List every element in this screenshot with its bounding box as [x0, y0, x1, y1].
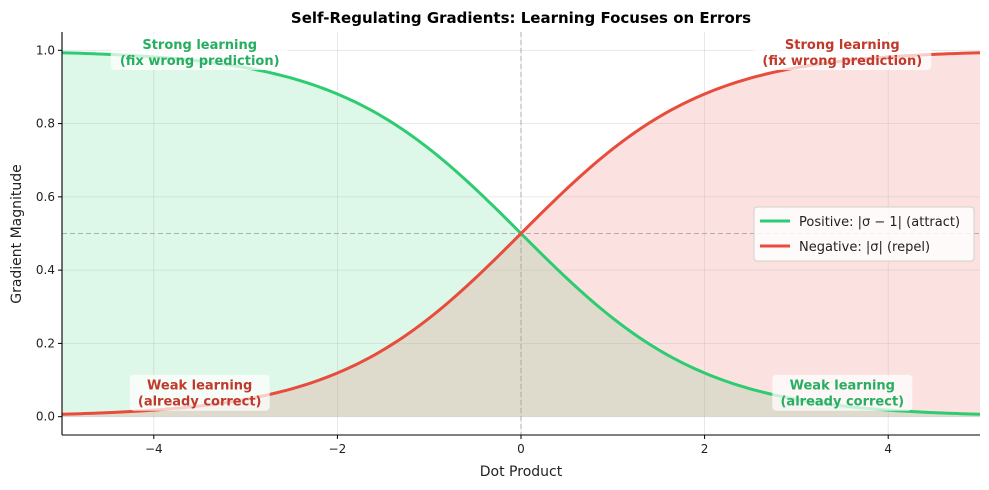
legend-label-1: Negative: |σ| (repel) [799, 240, 930, 255]
annotation-0: Strong learning(fix wrong prediction) [110, 33, 289, 70]
x-ticks: −4 −2 0 2 4 [145, 435, 892, 456]
x-tick-label: −4 [145, 442, 163, 456]
y-tick-label: 0.0 [36, 410, 55, 424]
y-tick-label: 0.4 [36, 263, 55, 277]
y-axis-label: Gradient Magnitude [9, 164, 25, 304]
plot-area: Strong learning(fix wrong prediction)Str… [61, 32, 981, 435]
annotation-2: Weak learning(already correct) [129, 374, 270, 411]
y-tick-label: 0.2 [36, 336, 55, 350]
annotation-1: Strong learning(fix wrong prediction) [753, 33, 932, 70]
annotation-text: (fix wrong prediction) [762, 54, 922, 69]
axes: −4 −2 0 2 4 0.0 0.2 0.4 0.6 0.8 1.0 [36, 32, 980, 456]
annotation-box [753, 33, 932, 70]
annotation-text: (already correct) [780, 395, 904, 410]
annotation-text: Weak learning [147, 379, 252, 394]
annotations: Strong learning(fix wrong prediction)Str… [110, 33, 932, 411]
annotation-text: (fix wrong prediction) [120, 54, 280, 69]
y-tick-label: 0.6 [36, 190, 55, 204]
y-tick-label: 1.0 [36, 43, 55, 57]
chart-title: Self-Regulating Gradients: Learning Focu… [291, 9, 751, 27]
annotation-box [772, 374, 913, 411]
annotation-box [129, 374, 270, 411]
annotation-text: (already correct) [138, 395, 262, 410]
x-axis-label: Dot Product [480, 464, 563, 480]
annotation-text: Strong learning [785, 38, 900, 53]
x-tick-label: 4 [884, 442, 892, 456]
x-tick-label: −2 [329, 442, 347, 456]
legend-box [753, 206, 975, 262]
y-tick-label: 0.8 [36, 117, 55, 131]
x-tick-label: 0 [517, 442, 525, 456]
annotation-3: Weak learning(already correct) [772, 374, 913, 411]
legend-label-0: Positive: |σ − 1| (attract) [799, 215, 960, 230]
annotation-text: Weak learning [790, 379, 895, 394]
x-tick-label: 2 [701, 442, 709, 456]
annotation-text: Strong learning [142, 38, 257, 53]
annotation-box [110, 33, 289, 70]
y-ticks: 0.0 0.2 0.4 0.6 0.8 1.0 [36, 43, 62, 424]
legend: Positive: |σ − 1| (attract) Negative: |σ|… [753, 206, 975, 262]
